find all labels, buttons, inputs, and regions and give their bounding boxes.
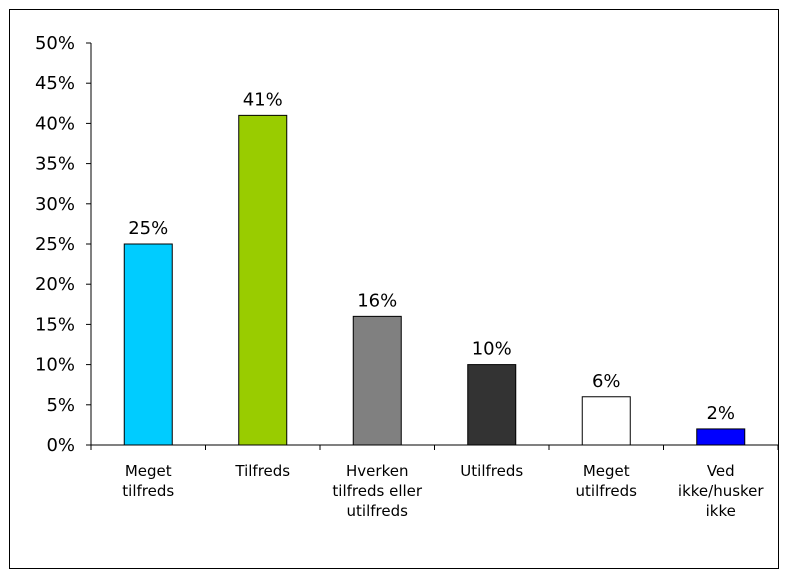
x-category-label: Meget bbox=[125, 462, 172, 480]
bar bbox=[696, 428, 746, 446]
bar-value-label: 25% bbox=[128, 218, 168, 239]
bar bbox=[581, 396, 631, 446]
y-tick-label: 45% bbox=[35, 73, 75, 94]
bar bbox=[467, 364, 517, 446]
y-tick-label: 40% bbox=[35, 113, 75, 134]
y-tick-label: 10% bbox=[35, 355, 75, 376]
x-category-label: utilfreds bbox=[576, 482, 638, 500]
y-tick-label: 5% bbox=[46, 395, 75, 416]
x-category-label: Ved bbox=[707, 462, 735, 480]
x-category-label: ikke bbox=[706, 502, 736, 520]
bar-value-label: 16% bbox=[357, 290, 397, 311]
x-category-label: Meget bbox=[583, 462, 630, 480]
x-category-label: Hverken bbox=[346, 462, 408, 480]
y-tick-label: 15% bbox=[35, 314, 75, 335]
bar bbox=[352, 315, 402, 446]
y-tick-label: 20% bbox=[35, 274, 75, 295]
x-category-label: tilfreds eller bbox=[332, 482, 422, 500]
y-tick-label: 0% bbox=[46, 435, 75, 456]
bar-value-label: 2% bbox=[706, 403, 735, 424]
bar-value-label: 41% bbox=[243, 89, 283, 110]
y-tick-label: 35% bbox=[35, 154, 75, 175]
bar-value-label: 6% bbox=[592, 371, 621, 392]
bar bbox=[123, 243, 173, 446]
y-tick-label: 50% bbox=[35, 33, 75, 54]
bar-value-label: 10% bbox=[472, 339, 512, 360]
y-tick-label: 25% bbox=[35, 234, 75, 255]
x-category-label: ikke/husker bbox=[678, 482, 764, 500]
x-category-label: Utilfreds bbox=[460, 462, 523, 480]
x-category-label: Tilfreds bbox=[234, 462, 290, 480]
x-category-label: tilfreds bbox=[122, 482, 174, 500]
x-category-label: utilfreds bbox=[347, 502, 409, 520]
y-tick-label: 30% bbox=[35, 194, 75, 215]
bar bbox=[238, 114, 288, 446]
bar-chart: 0% 5% 10% 15% 20% 25% 30% 35% 40% 45% 50% 25% Meget t… bbox=[35, 33, 779, 520]
